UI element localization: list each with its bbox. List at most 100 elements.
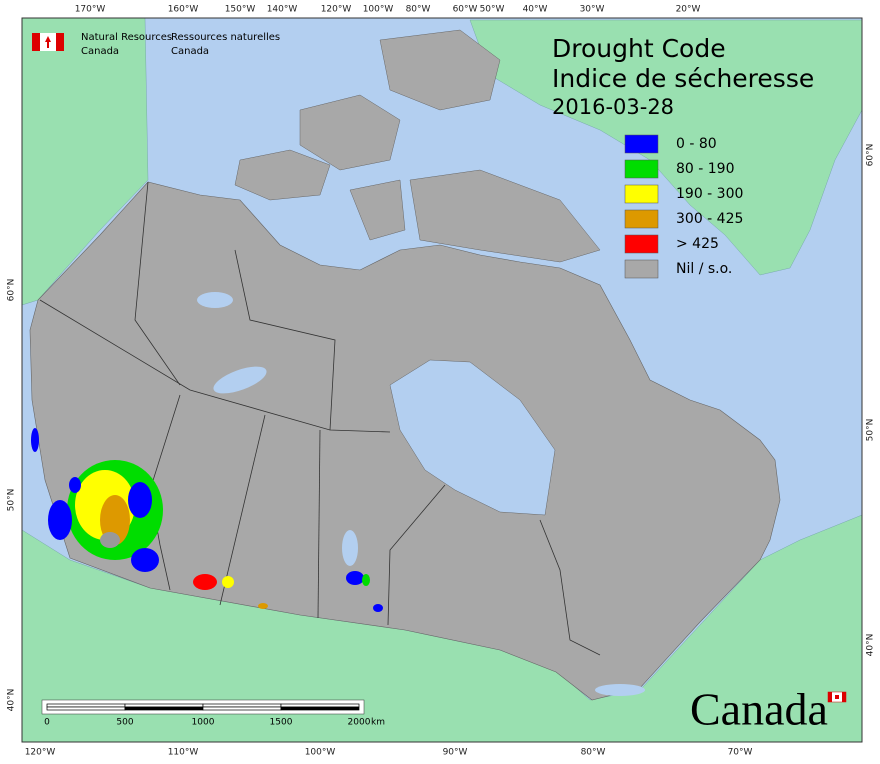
top-label: 170°W xyxy=(75,5,106,15)
sask-manitoba-border xyxy=(317,429,321,619)
scale-label: 1500 xyxy=(270,718,293,728)
scale-segment xyxy=(280,703,360,708)
arctic-island xyxy=(234,149,331,201)
scale-segment xyxy=(202,703,282,708)
wordmark-flag xyxy=(828,692,832,702)
bottom-label: 120°W xyxy=(25,748,56,758)
flag-leaf xyxy=(45,36,51,48)
scale-label: 1000 xyxy=(192,718,215,728)
top-label: 50°W xyxy=(480,5,505,15)
legend-swatch xyxy=(624,134,659,154)
legend-label: 300 - 425 xyxy=(676,211,743,227)
bottom-label: 90°W xyxy=(443,748,468,758)
drought-area xyxy=(373,604,383,612)
scale-unit: km xyxy=(371,718,385,728)
scale-label: 0 xyxy=(44,718,50,728)
drought-area xyxy=(222,576,234,588)
scale-label: 2000 xyxy=(348,718,371,728)
scale-segment xyxy=(202,706,282,711)
top-label: 120°W xyxy=(321,5,352,15)
drought-area xyxy=(258,603,268,609)
left-label: 50°N xyxy=(7,489,17,512)
drought-area xyxy=(48,500,72,540)
legend-label: 80 - 190 xyxy=(676,161,735,177)
drought-area xyxy=(31,428,39,452)
canada-mainland xyxy=(29,181,781,701)
borders xyxy=(39,181,601,656)
map-frame xyxy=(21,17,863,743)
top-label: 80°W xyxy=(406,5,431,15)
lake xyxy=(595,684,645,696)
legend-label: 0 - 80 xyxy=(676,136,717,152)
manitoba-ontario-border xyxy=(387,484,446,626)
right-label: 50°N xyxy=(866,419,876,442)
scale-segment xyxy=(124,703,204,708)
hudson-bay xyxy=(389,359,556,516)
legend-swatch xyxy=(624,234,659,254)
title: Indice de sécheresse xyxy=(552,64,814,93)
scale-segment xyxy=(280,706,360,711)
header: Natural Resources Canada Ressources natu… xyxy=(32,32,280,57)
top-label: 160°W xyxy=(168,5,199,15)
bottom-label: 70°W xyxy=(728,748,753,758)
scale-segment xyxy=(46,706,126,711)
title: Drought Code xyxy=(552,34,726,63)
arctic-island xyxy=(379,29,501,111)
drought-area xyxy=(100,532,120,548)
alberta-sask-border xyxy=(219,414,266,606)
scale-label: 500 xyxy=(116,718,133,728)
lake xyxy=(342,530,358,566)
header-fr: Ressources naturelles xyxy=(171,32,280,43)
legend-swatch xyxy=(624,209,659,229)
legend-swatch xyxy=(624,184,659,204)
scale-segment xyxy=(124,706,204,711)
header-en: Canada xyxy=(81,46,119,57)
top-label: 40°W xyxy=(523,5,548,15)
right-label: 40°N xyxy=(866,634,876,657)
right-label: 60°N xyxy=(866,144,876,167)
header-en: Natural Resources xyxy=(81,32,172,43)
legend: 0 - 80 80 - 190 190 - 300 300 - 425 > 425 Nil… xyxy=(624,134,743,279)
drought-area xyxy=(69,477,81,493)
graticule-labels: 170°W 160°W 150°W 140°W 120°W 100°W 80°W 60°W 50… xyxy=(7,5,876,758)
arctic-island xyxy=(409,169,601,263)
flag-band xyxy=(56,33,64,51)
territory-border xyxy=(39,299,391,433)
scale-segment xyxy=(46,703,126,708)
header-fr: Canada xyxy=(171,46,209,57)
drought-area xyxy=(131,548,159,572)
lake xyxy=(213,366,267,394)
drought-area xyxy=(346,571,364,585)
top-label: 30°W xyxy=(580,5,605,15)
lake xyxy=(197,292,233,308)
legend-swatch xyxy=(624,259,659,279)
left-label: 60°N xyxy=(7,279,17,302)
legend-label: 190 - 300 xyxy=(676,186,743,202)
yukon-border xyxy=(134,181,181,386)
flag-band xyxy=(32,33,40,51)
wordmark-flag xyxy=(835,695,839,699)
nunavut-border xyxy=(234,249,336,431)
top-label: 60°W xyxy=(453,5,478,15)
arctic-island xyxy=(349,179,406,241)
top-label: 20°W xyxy=(676,5,701,15)
date: 2016-03-28 xyxy=(552,95,674,119)
left-label: 40°N xyxy=(7,689,17,712)
top-label: 100°W xyxy=(363,5,394,15)
ontario-quebec-border xyxy=(539,519,601,656)
drought-area xyxy=(193,574,217,590)
bottom-label: 110°W xyxy=(168,748,199,758)
frame-border xyxy=(21,17,863,743)
arctic-island xyxy=(299,94,401,171)
bottom-label: 100°W xyxy=(305,748,336,758)
alaska xyxy=(21,17,149,306)
drought-area xyxy=(128,482,152,518)
legend-label: Nil / s.o. xyxy=(676,261,732,277)
bottom-label: 80°W xyxy=(581,748,606,758)
legend-swatch xyxy=(624,159,659,179)
drought-area xyxy=(362,574,370,586)
canada-wordmark: Canada xyxy=(690,684,828,735)
scale-bar: 0 500 1000 1500 2000 km xyxy=(41,699,385,728)
top-label: 150°W xyxy=(225,5,256,15)
